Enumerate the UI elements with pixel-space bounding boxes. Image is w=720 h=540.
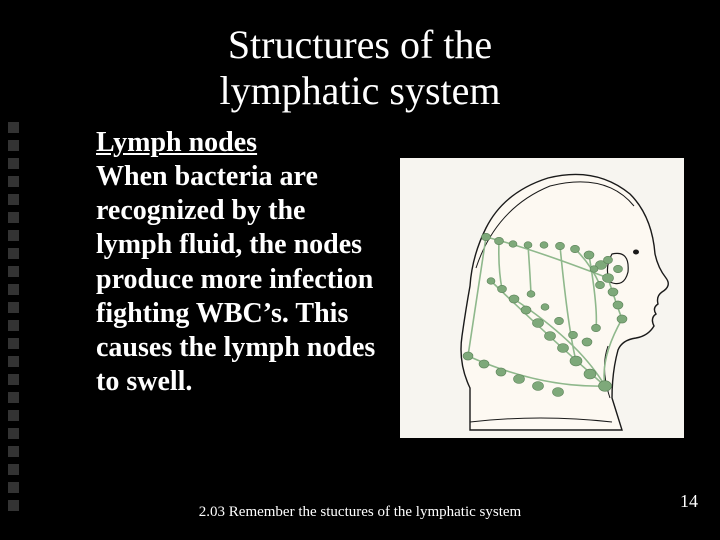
title-line1: Structures of the bbox=[228, 22, 492, 67]
decorative-bullet-strip bbox=[8, 122, 22, 518]
page-number: 14 bbox=[680, 491, 698, 512]
title-line2: lymphatic system bbox=[219, 68, 500, 113]
body-paragraph: When bacteria are recognized by the lymp… bbox=[96, 161, 375, 397]
slide-title: Structures of the lymphatic system bbox=[0, 22, 720, 114]
body-heading: Lymph nodes bbox=[96, 127, 257, 158]
body-text: Lymph nodes When bacteria are recognized… bbox=[96, 126, 386, 399]
footer-caption: 2.03 Remember the stuctures of the lymph… bbox=[0, 503, 720, 522]
lymph-node-head-diagram bbox=[400, 158, 684, 438]
head-profile-svg bbox=[400, 158, 684, 438]
